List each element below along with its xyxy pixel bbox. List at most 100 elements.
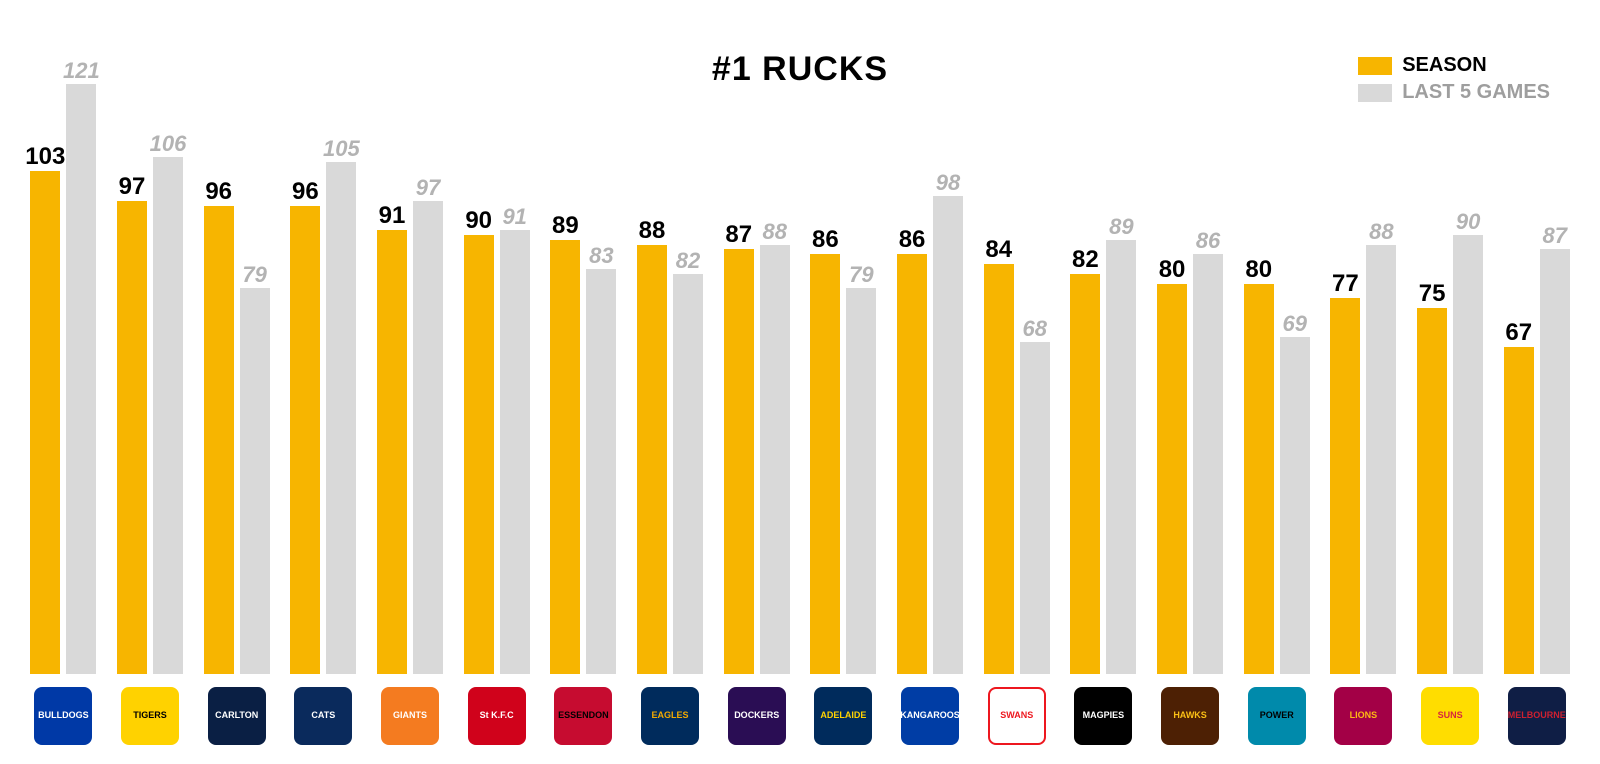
bar-last5: 68 — [1020, 342, 1050, 674]
team-logo-icon: BULLDOGS — [34, 687, 92, 745]
bar-season: 96 — [290, 206, 320, 674]
bar-season-value: 88 — [639, 217, 666, 245]
team-logo-slot: DOCKERS — [713, 682, 800, 750]
team-logo-slot: MAGPIES — [1060, 682, 1147, 750]
bar-last5: 98 — [933, 196, 963, 674]
bar-season: 89 — [550, 240, 580, 674]
team-logo-slot: ADELAIDE — [800, 682, 887, 750]
bar-last5-value: 106 — [150, 131, 187, 157]
bar-last5-value: 79 — [849, 262, 873, 288]
bar-group: 8086 — [1147, 254, 1234, 674]
bar-season-value: 86 — [899, 226, 926, 254]
bar-last5-value: 98 — [936, 170, 960, 196]
bar-season-value: 67 — [1505, 319, 1532, 347]
bar-season: 77 — [1330, 298, 1360, 674]
team-logo-icon: GIANTS — [381, 687, 439, 745]
bar-last5: 89 — [1106, 240, 1136, 674]
bar-last5-value: 89 — [1109, 214, 1133, 240]
bar-last5: 83 — [586, 269, 616, 674]
bar-group: 9091 — [453, 230, 540, 674]
bar-last5: 86 — [1193, 254, 1223, 674]
bar-group: 8468 — [973, 264, 1060, 674]
team-logo-icon: TIGERS — [121, 687, 179, 745]
bar-group: 97106 — [107, 157, 194, 674]
rucks-bar-chart: #1 RUCKS SEASON LAST 5 GAMES 10312197106… — [0, 0, 1600, 764]
bar-season-value: 97 — [119, 173, 146, 201]
bar-season: 86 — [810, 254, 840, 674]
bar-season: 88 — [637, 245, 667, 674]
team-logo-icon: St K.F.C — [468, 687, 526, 745]
bars-area: 1031219710696799610591979091898388828788… — [20, 64, 1580, 674]
bar-season: 75 — [1417, 308, 1447, 674]
team-logo-slot: GIANTS — [367, 682, 454, 750]
bar-season-value: 87 — [725, 221, 752, 249]
team-logo-slot: CATS — [280, 682, 367, 750]
bar-season: 87 — [724, 249, 754, 674]
bar-group: 8983 — [540, 240, 627, 674]
bar-season: 80 — [1157, 284, 1187, 674]
team-logo-slot: POWER — [1233, 682, 1320, 750]
bar-last5-value: 105 — [323, 136, 360, 162]
bar-group: 8698 — [887, 196, 974, 674]
team-logo-icon: ESSENDON — [554, 687, 612, 745]
bar-season-value: 80 — [1159, 256, 1186, 284]
team-logo-icon: KANGAROOS — [901, 687, 959, 745]
team-logo-slot: LIONS — [1320, 682, 1407, 750]
bar-last5-value: 82 — [676, 248, 700, 274]
team-logo-icon: SUNS — [1421, 687, 1479, 745]
team-logo-slot: MELBOURNE — [1493, 682, 1580, 750]
bar-season: 103 — [30, 171, 60, 674]
team-logo-slot: SUNS — [1407, 682, 1494, 750]
bar-group: 9197 — [367, 201, 454, 674]
bar-last5-value: 88 — [1369, 219, 1393, 245]
bar-last5: 87 — [1540, 249, 1570, 674]
team-logo-icon: CARLTON — [208, 687, 266, 745]
bar-group: 7590 — [1407, 235, 1494, 674]
bar-season: 91 — [377, 230, 407, 674]
bar-group: 6787 — [1493, 249, 1580, 674]
bar-last5: 88 — [760, 245, 790, 674]
bar-last5-value: 90 — [1456, 209, 1480, 235]
bar-last5-value: 69 — [1282, 311, 1306, 337]
team-logo-slot: EAGLES — [627, 682, 714, 750]
team-logo-slot: CARLTON — [193, 682, 280, 750]
team-logo-icon: ADELAIDE — [814, 687, 872, 745]
bar-last5: 88 — [1366, 245, 1396, 674]
bar-season-value: 89 — [552, 212, 579, 240]
bar-last5: 69 — [1280, 337, 1310, 674]
bar-group: 8788 — [713, 245, 800, 674]
team-logo-slot: KANGAROOS — [887, 682, 974, 750]
bar-last5-value: 91 — [502, 204, 526, 230]
bar-season: 86 — [897, 254, 927, 674]
bar-last5-value: 88 — [762, 219, 786, 245]
bar-season-value: 96 — [205, 178, 232, 206]
bar-last5-value: 68 — [1022, 316, 1046, 342]
team-logo-slot: TIGERS — [107, 682, 194, 750]
bar-season: 97 — [117, 201, 147, 674]
bar-group: 86 79 — [800, 254, 887, 674]
bar-group: 96105 — [280, 162, 367, 674]
team-logo-icon: LIONS — [1334, 687, 1392, 745]
bar-season: 84 — [984, 264, 1014, 674]
x-axis-logos: BULLDOGS TIGERS CARLTON CATS GIANTS St K.F.C E… — [20, 682, 1580, 750]
bar-season-value: 82 — [1072, 246, 1099, 274]
team-logo-icon: SWANS — [988, 687, 1046, 745]
bar-last5: 90 — [1453, 235, 1483, 674]
team-logo-icon: POWER — [1248, 687, 1306, 745]
bar-group: 9679 — [193, 206, 280, 674]
bar-last5-value: 83 — [589, 243, 613, 269]
team-logo-icon: DOCKERS — [728, 687, 786, 745]
bar-last5: 97 — [413, 201, 443, 674]
bar-group: 103121 — [20, 84, 107, 674]
team-logo-icon: CATS — [294, 687, 352, 745]
bar-season-value: 90 — [465, 207, 492, 235]
team-logo-icon: MAGPIES — [1074, 687, 1132, 745]
team-logo-icon: EAGLES — [641, 687, 699, 745]
bar-season: 90 — [464, 235, 494, 674]
bar-season-value: 96 — [292, 178, 319, 206]
bar-season-value: 75 — [1419, 280, 1446, 308]
team-logo-slot: St K.F.C — [453, 682, 540, 750]
bar-season: 67 — [1504, 347, 1534, 674]
bar-last5-value: 97 — [416, 175, 440, 201]
bar-season: 82 — [1070, 274, 1100, 674]
